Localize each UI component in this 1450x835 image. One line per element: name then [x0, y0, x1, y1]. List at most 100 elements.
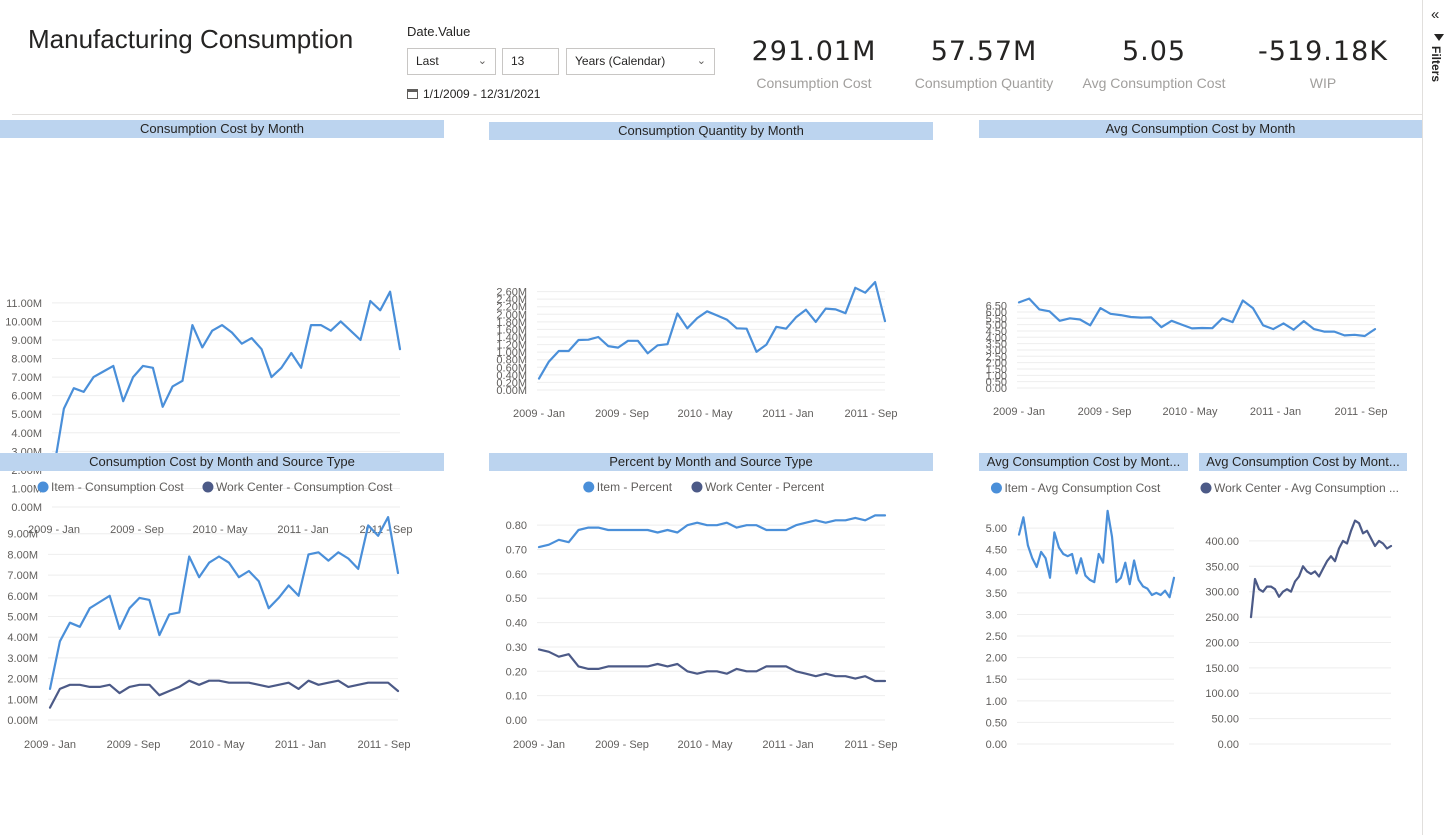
legend-item[interactable]: Work Center - Percent: [691, 480, 825, 494]
series-line-2[interactable]: [48, 679, 400, 709]
y-tick-label: 1.60M: [496, 324, 527, 336]
slicer-mode-dropdown[interactable]: Last ⌄: [407, 48, 496, 75]
y-tick-label: 4.00M: [11, 428, 42, 440]
y-tick-label: 4.00: [986, 566, 1007, 578]
y-tick-label: 0.20M: [496, 377, 527, 389]
y-tick-label: 5.50: [986, 313, 1007, 325]
x-tick-label: 2009 - Sep: [595, 408, 649, 420]
y-tick-label: 3.00: [986, 345, 1007, 357]
y-tick-label: 0.50: [506, 593, 527, 605]
chart-consumption-quantity-by-month[interactable]: Consumption Quantity by Month 0.00M 0.20M 0…: [489, 122, 933, 432]
y-tick-label: 9.00M: [7, 529, 38, 541]
y-tick-label: 350.00: [1205, 561, 1239, 573]
x-tick-label: 2011 - Jan: [762, 408, 813, 420]
chart-item-avg-consumption-cost[interactable]: Avg Consumption Cost by Mont... Item - Av…: [979, 453, 1188, 763]
chart-plot: 0.00M1.00M2.00M3.00M4.00M5.00M6.00M7.00M…: [5, 290, 413, 536]
chart-plot: 0.00M0.20M0.40M0.60M0.80M1.00M1.20M1.40M…: [496, 281, 898, 420]
filters-label[interactable]: Filters: [1429, 46, 1443, 83]
legend-item[interactable]: Work Center - Consumption Cost: [202, 480, 393, 494]
kpi-value: 57.57M: [930, 36, 1038, 67]
series-line-1[interactable]: [1249, 519, 1393, 619]
y-tick-label: 0.00: [506, 715, 527, 727]
y-tick-label: 1.00: [986, 696, 1007, 708]
series-line-1[interactable]: [537, 281, 887, 380]
y-tick-label: 0.60: [506, 569, 527, 581]
filters-pane[interactable]: « Filters: [1422, 0, 1450, 835]
legend-marker: [583, 481, 595, 493]
x-tick-label: 2011 - Jan: [1250, 406, 1301, 418]
legend-label: Item - Avg Consumption Cost: [1004, 481, 1161, 495]
chart-consumption-cost-by-month[interactable]: Consumption Cost by Month0.00M1.00M2.00M…: [0, 120, 444, 536]
kpi-value: -519.18K: [1258, 36, 1388, 67]
y-tick-label: 2.00M: [496, 309, 527, 321]
chart-percent-by-source-type[interactable]: Percent by Month and Source Type Item - P…: [489, 453, 933, 763]
kpi-avg-consumption-cost[interactable]: 5.05 Avg Consumption Cost: [1064, 36, 1244, 91]
legend-item[interactable]: Item - Avg Consumption Cost: [990, 481, 1161, 495]
y-tick-label: 0.20: [506, 666, 527, 678]
y-tick-label: 1.50: [986, 364, 1007, 376]
y-tick-label: 0.50: [986, 717, 1007, 729]
y-tick-label: 400.00: [1205, 536, 1239, 548]
y-tick-label: 1.00: [986, 370, 1007, 382]
series-line-1[interactable]: [48, 515, 400, 690]
y-tick-label: 5.00M: [11, 409, 42, 421]
y-tick-label: 1.80M: [496, 317, 527, 329]
y-tick-label: 1.40M: [496, 332, 527, 344]
y-tick-label: 2.00: [986, 653, 1007, 665]
header-divider: [12, 114, 1422, 115]
series-line-1[interactable]: [52, 290, 402, 470]
y-tick-label: 3.00: [986, 609, 1007, 621]
y-tick-label: 2.60M: [496, 287, 527, 299]
y-tick-label: 7.00M: [7, 570, 38, 582]
legend-label: Work Center - Percent: [705, 480, 825, 494]
kpi-wip[interactable]: -519.18K WIP: [1233, 36, 1413, 91]
y-tick-label: 0.70: [506, 545, 527, 557]
y-tick-label: 3.00M: [7, 653, 38, 665]
legend-marker: [1200, 482, 1212, 494]
chart-workcenter-avg-consumption-cost[interactable]: Avg Consumption Cost by Mont... Work Cent…: [1199, 453, 1407, 763]
series-line-1[interactable]: [1017, 509, 1176, 599]
chart-avg-consumption-cost-by-month[interactable]: Avg Consumption Cost by Month 0.00 0.50 1.0…: [979, 120, 1422, 432]
legend-item[interactable]: Work Center - Avg Consumption ...: [1200, 481, 1399, 495]
slicer-unit-dropdown[interactable]: Years (Calendar) ⌄: [566, 48, 715, 75]
series-line-2[interactable]: [537, 648, 887, 683]
y-tick-label: 0.80: [506, 520, 527, 532]
series-line-1[interactable]: [537, 514, 887, 549]
chart-consumption-cost-by-source-type[interactable]: Consumption Cost by Month and Source Typ…: [0, 453, 444, 763]
y-tick-label: 150.00: [1205, 663, 1239, 675]
legend-label: Work Center - Consumption Cost: [216, 480, 393, 494]
collapse-icon[interactable]: «: [1431, 6, 1440, 23]
x-tick-label: 2010 - May: [677, 408, 733, 420]
x-tick-label: 2011 - Sep: [357, 739, 410, 751]
slicer-unit-value: Years (Calendar): [575, 54, 666, 68]
legend-item[interactable]: Item - Consumption Cost: [37, 480, 185, 494]
y-tick-label: 11.00M: [6, 298, 42, 310]
y-tick-label: 3.50: [986, 339, 1007, 351]
kpi-consumption-quantity[interactable]: 57.57M Consumption Quantity: [894, 36, 1074, 91]
slicer-mode-value: Last: [416, 54, 439, 68]
kpi-value: 5.05: [1121, 36, 1187, 67]
y-tick-label: 2.20M: [496, 302, 527, 314]
kpi-value: 291.01M: [751, 36, 877, 67]
x-tick-label: 2009 - Jan: [993, 406, 1045, 418]
y-tick-label: 0.80M: [496, 355, 527, 367]
chart-plot: Work Center - Avg Consumption ... 0.00 50.…: [1200, 481, 1399, 751]
y-tick-label: 100.00: [1205, 688, 1239, 700]
chart-title: Consumption Quantity by Month: [489, 122, 933, 140]
y-tick-label: 0.00M: [7, 715, 38, 727]
legend-item[interactable]: Item - Percent: [583, 480, 673, 494]
legend-marker: [202, 481, 214, 493]
kpi-consumption-cost[interactable]: 291.01M Consumption Cost: [724, 36, 904, 91]
y-tick-label: 0.40: [506, 618, 527, 630]
x-tick-label: 2009 - Jan: [24, 739, 76, 751]
chart-title: Avg Consumption Cost by Mont...: [979, 453, 1188, 471]
y-tick-label: 5.00M: [7, 612, 38, 624]
slicer-count-value: 13: [511, 54, 525, 68]
y-tick-label: 4.00M: [7, 632, 38, 644]
x-tick-label: 2011 - Jan: [762, 739, 813, 751]
slicer-count-input[interactable]: 13: [502, 48, 559, 75]
x-tick-label: 2010 - May: [189, 739, 245, 751]
chart-title: Consumption Cost by Month and Source Typ…: [0, 453, 444, 471]
y-tick-label: 2.50: [986, 351, 1007, 363]
series-line-1[interactable]: [1017, 297, 1377, 338]
